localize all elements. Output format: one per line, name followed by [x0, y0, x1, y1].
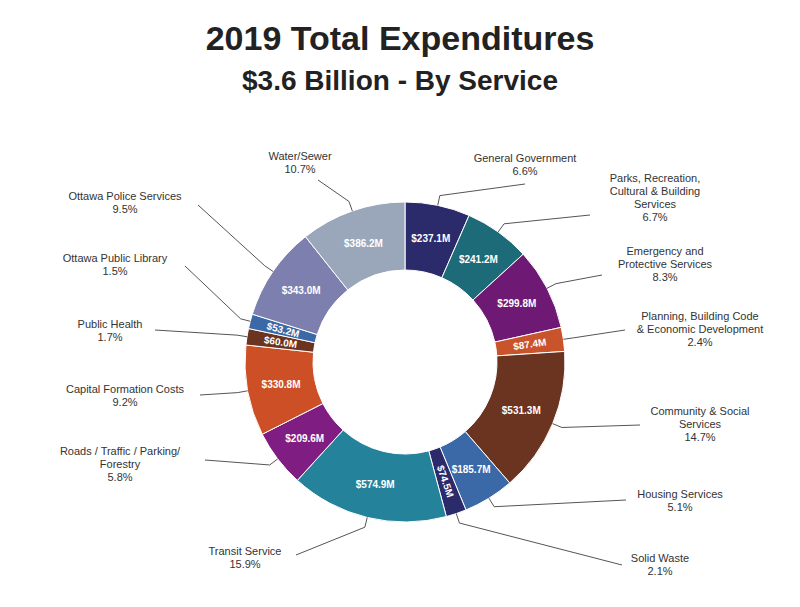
svg-text:Ottawa Public Library1.5%: Ottawa Public Library1.5%	[63, 252, 168, 277]
svg-text:Transit Service15.9%: Transit Service15.9%	[209, 545, 282, 570]
svg-text:$343.0M: $343.0M	[282, 285, 321, 296]
svg-text:$299.8M: $299.8M	[497, 298, 536, 309]
svg-text:$87.4M: $87.4M	[512, 336, 547, 352]
svg-text:Planning, Building Code& Econo: Planning, Building Code& Economic Develo…	[637, 310, 764, 348]
svg-text:$53.2M: $53.2M	[266, 320, 301, 339]
svg-text:$574.9M: $574.9M	[356, 479, 395, 490]
svg-text:$241.2M: $241.2M	[459, 254, 498, 265]
svg-text:$185.7M: $185.7M	[452, 464, 491, 475]
svg-text:Parks, Recreation,Cultural & B: Parks, Recreation,Cultural & BuildingSer…	[610, 172, 701, 223]
svg-text:$386.2M: $386.2M	[344, 238, 383, 249]
svg-text:Roads / Traffic / Parking/Fore: Roads / Traffic / Parking/Forestry5.8%	[60, 445, 181, 483]
svg-text:$74.5M: $74.5M	[435, 464, 456, 499]
svg-text:Emergency andProtective Servic: Emergency andProtective Services8.3%	[618, 245, 713, 283]
svg-text:$330.8M: $330.8M	[262, 379, 301, 390]
svg-text:Community & SocialServices14.7: Community & SocialServices14.7%	[650, 405, 749, 443]
svg-text:$209.6M: $209.6M	[285, 433, 324, 444]
svg-text:Public Health1.7%: Public Health1.7%	[78, 318, 143, 343]
html-text:2019 Total Expenditures: 2019 Total Expenditures	[205, 19, 595, 57]
svg-text:Capital Formation Costs9.2%: Capital Formation Costs9.2%	[66, 383, 184, 408]
svg-text:Solid Waste2.1%: Solid Waste2.1%	[631, 552, 689, 577]
svg-text:$237.1M: $237.1M	[411, 233, 450, 244]
svg-text:Water/Sewer10.7%: Water/Sewer10.7%	[268, 150, 332, 175]
svg-text:Ottawa Police Services9.5%: Ottawa Police Services9.5%	[68, 190, 182, 215]
svg-text:General Government6.6%: General Government6.6%	[474, 152, 577, 177]
svg-text:$531.3M: $531.3M	[502, 405, 541, 416]
svg-text:$60.0M: $60.0M	[263, 334, 298, 351]
svg-text:Housing Services5.1%: Housing Services5.1%	[637, 488, 723, 513]
html-text:$3.6 Billion - By Service: $3.6 Billion - By Service	[242, 65, 558, 96]
